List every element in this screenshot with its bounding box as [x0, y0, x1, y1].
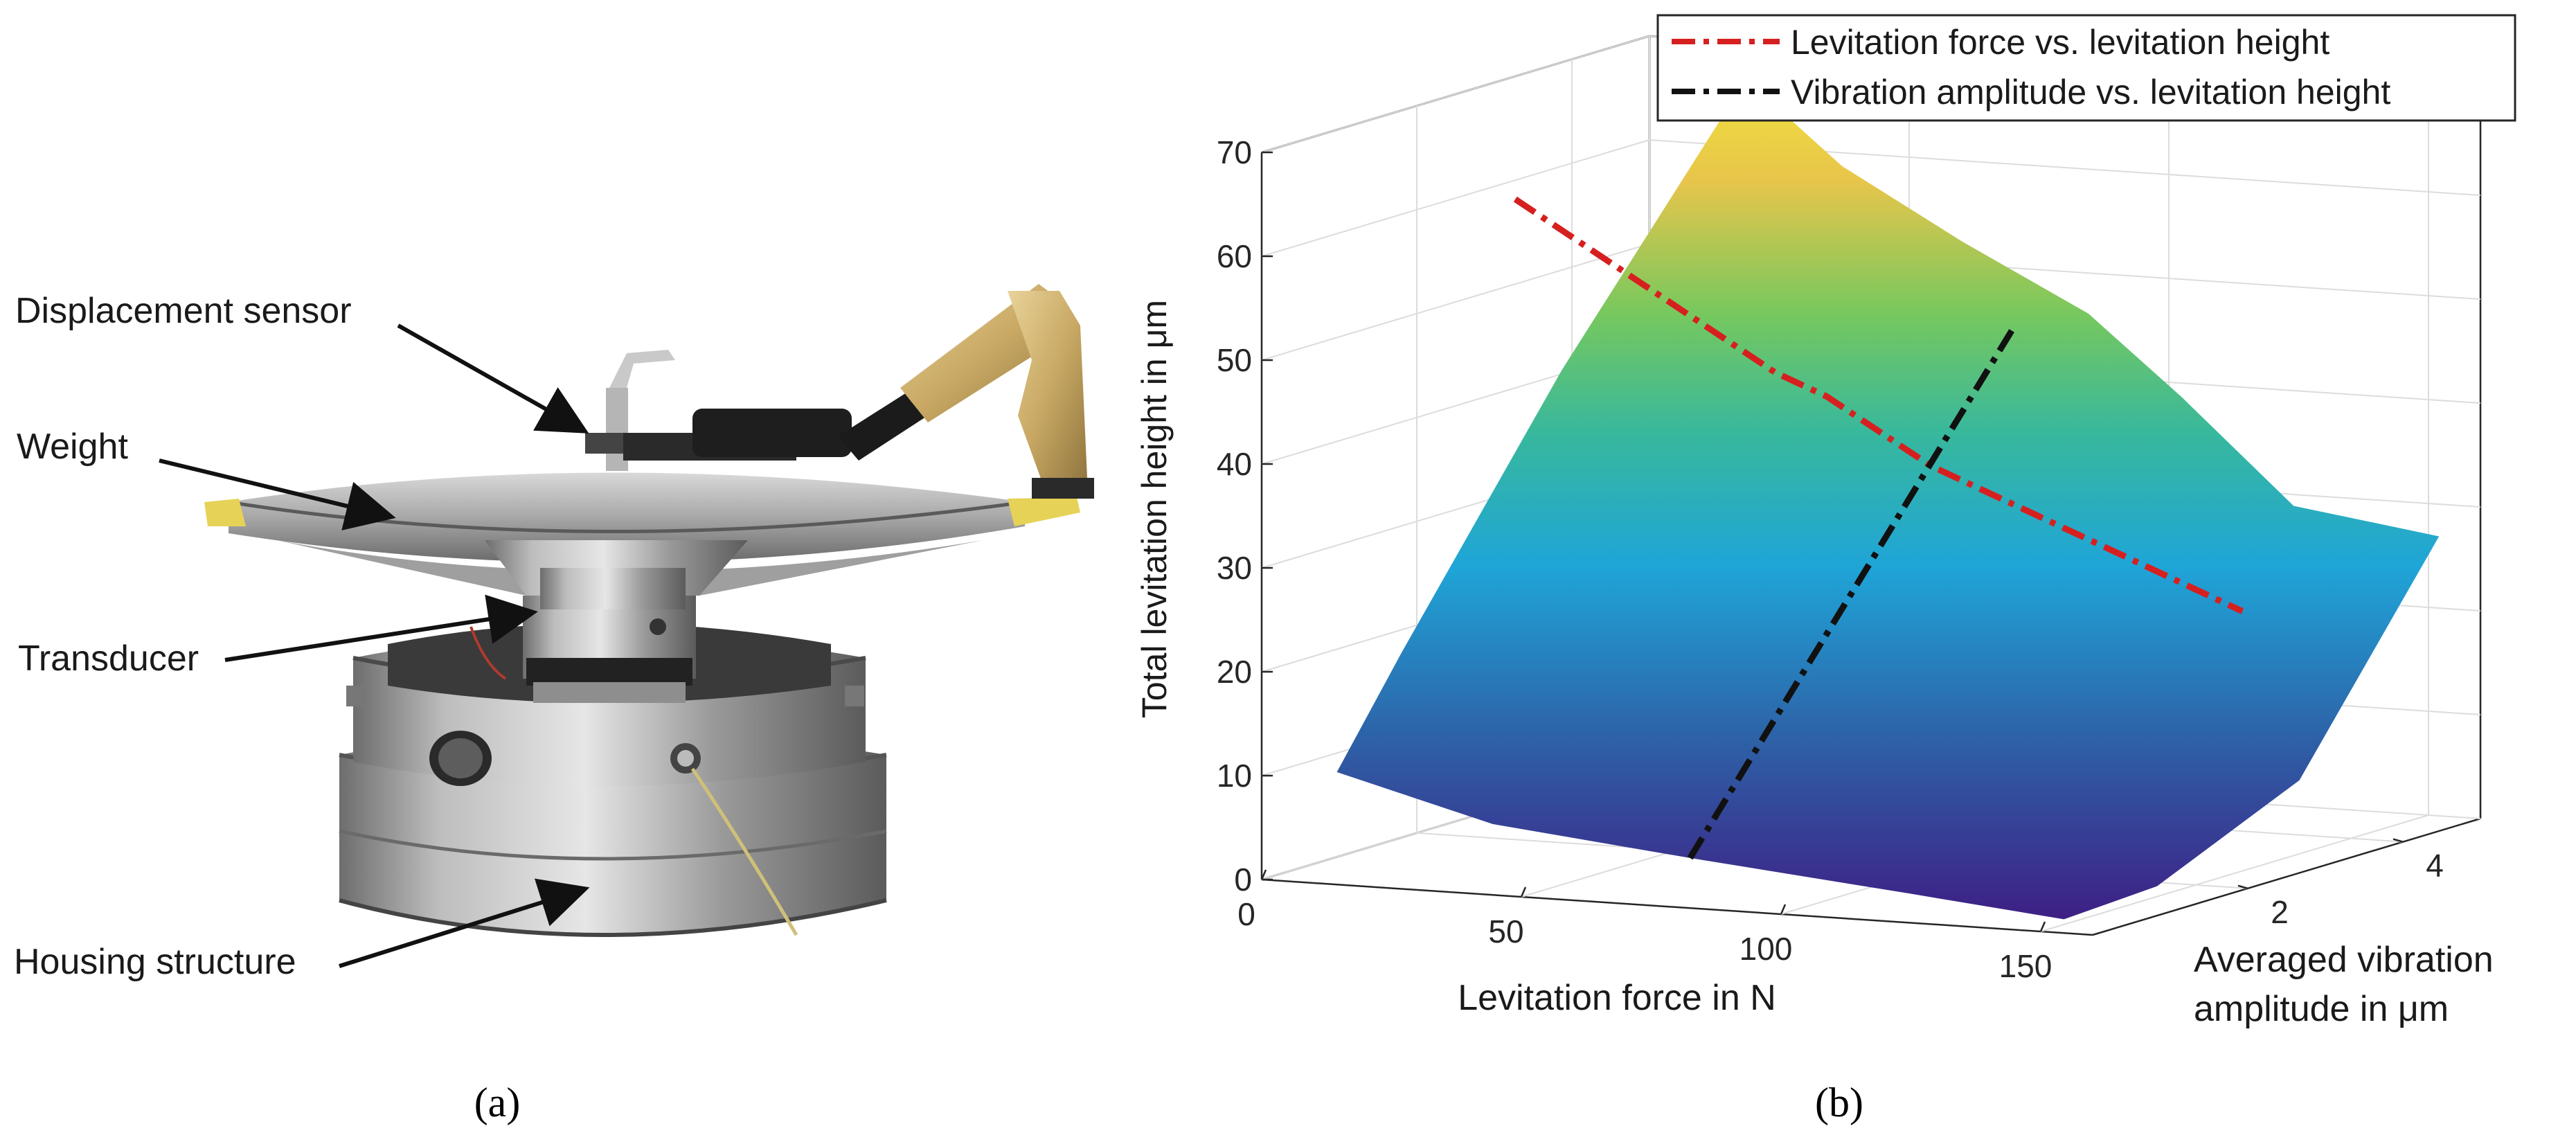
floor-right-edge — [2092, 817, 2481, 936]
annotation-housing-structure: Housing structure — [14, 942, 296, 982]
annotation-arrow-transducer — [224, 594, 538, 662]
y-axis-label-line2: amplitude in μm — [2194, 989, 2449, 1029]
housing-structure-illustration — [339, 623, 887, 937]
chart-ticks: 0 10 20 30 40 50 60 70 0 50 100 150 2 4 — [1217, 134, 2444, 984]
panel-a-caption: (a) — [474, 1080, 521, 1125]
z-tick-label: 20 — [1217, 654, 1252, 690]
x-tick-mark — [2039, 921, 2046, 932]
annotation-arrow-housing-structure — [339, 878, 590, 968]
panel-b-caption: (b) — [1815, 1080, 1863, 1125]
z-tick-label: 50 — [1217, 342, 1252, 378]
z-tick-label: 40 — [1217, 446, 1252, 482]
legend-entry-amplitude: Vibration amplitude vs. levitation heigh… — [1791, 73, 2390, 111]
x-tick-mark — [1780, 904, 1787, 915]
x-tick-label: 0 — [1237, 896, 1255, 932]
series-line-1 — [1687, 322, 2019, 860]
annotation-arrow-displacement-sensor — [397, 323, 589, 434]
surface-plot — [1336, 79, 2440, 920]
x-axis-label: Levitation force in N — [1458, 978, 1776, 1018]
x-tick-label: 150 — [1999, 948, 2052, 984]
y-tick-label: 2 — [2271, 894, 2289, 930]
z-tick-label: 0 — [1234, 862, 1252, 898]
annotation-weight: Weight — [17, 427, 128, 467]
y-tick-label: 4 — [2426, 848, 2444, 884]
panel-b-chart: 0 10 20 30 40 50 60 70 0 50 100 150 2 4 Total levitat… — [1135, 14, 2516, 1125]
x-axis-line — [1261, 878, 2093, 936]
legend-entry-force: Levitation force vs. levitation height — [1791, 23, 2329, 62]
grid-z-line — [1261, 243, 1650, 361]
annotation-displacement-sensor: Displacement sensor — [15, 291, 352, 331]
chart-legend: Levitation force vs. levitation height V… — [1656, 14, 2516, 122]
y-tick-mark — [2237, 884, 2248, 890]
annotation-arrow-weight — [159, 458, 396, 530]
x-tick-label: 100 — [1739, 931, 1793, 967]
grid-z-line — [1261, 139, 1650, 257]
z-axis-label: Total levitation height in μm — [1135, 300, 1174, 718]
grid-z-line — [1261, 35, 1650, 153]
z-tick-label: 70 — [1217, 134, 1252, 170]
series-line-0 — [1513, 196, 2244, 614]
legend-box — [1656, 14, 2516, 122]
z-tick-label: 30 — [1217, 550, 1252, 586]
annotation-transducer: Transducer — [18, 639, 199, 679]
z-tick-label: 60 — [1217, 238, 1252, 274]
weight-illustration — [204, 472, 1080, 609]
x-tick-label: 50 — [1488, 913, 1523, 949]
z-tick-label: 10 — [1217, 758, 1252, 794]
x-tick-mark — [1520, 886, 1527, 898]
x-tick-mark — [1260, 869, 1267, 880]
displacement-sensor-illustration — [585, 284, 1094, 499]
grid-x-line — [2040, 814, 2429, 932]
y-axis-label-line1: Averaged vibration — [2194, 940, 2494, 980]
chart-series — [1513, 196, 2244, 860]
y-tick-mark — [2392, 838, 2404, 843]
panel-a-photo: Displacement sensor Weight Transducer Ho… — [14, 284, 1094, 1125]
